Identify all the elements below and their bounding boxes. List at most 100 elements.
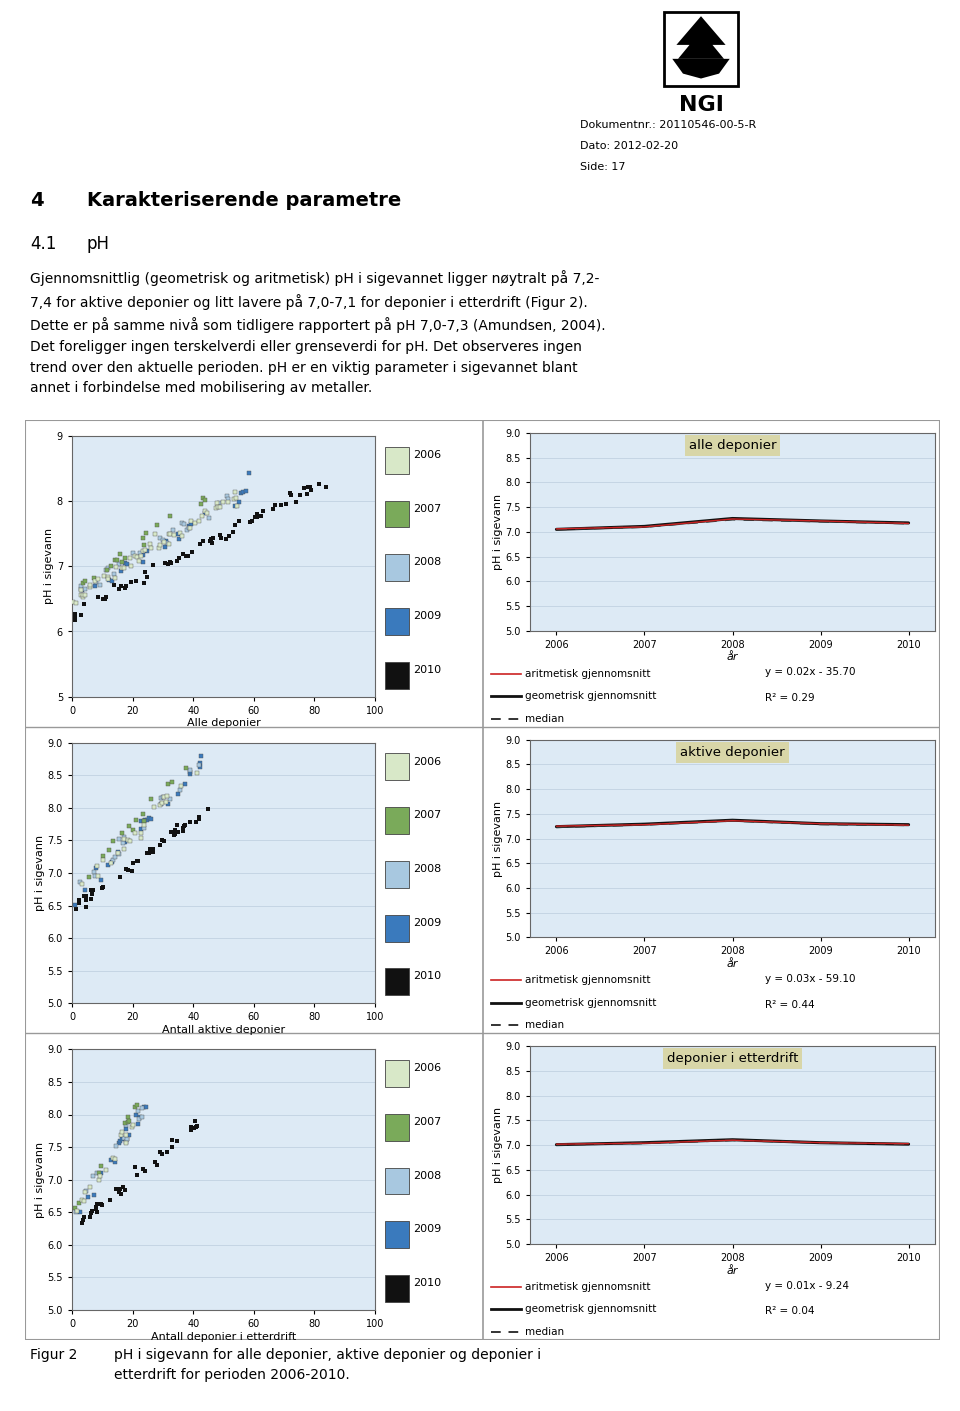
- Point: [118, 1125, 133, 1147]
- Point: [167, 823, 182, 845]
- Point: [119, 1127, 134, 1150]
- Point: [213, 497, 228, 519]
- Point: [82, 576, 97, 598]
- Point: [126, 1115, 141, 1137]
- Point: [117, 825, 132, 848]
- Point: [84, 879, 99, 902]
- Point: [108, 556, 124, 579]
- Point: [95, 876, 110, 899]
- Point: [118, 576, 133, 598]
- Point: [74, 1189, 89, 1212]
- Point: [131, 849, 146, 872]
- Y-axis label: pH i sigevann: pH i sigevann: [492, 800, 503, 876]
- Point: [94, 869, 109, 892]
- Point: [144, 838, 159, 861]
- Point: [168, 820, 183, 842]
- Point: [101, 556, 116, 579]
- Point: [319, 476, 334, 498]
- Point: [68, 897, 84, 920]
- Point: [84, 888, 99, 910]
- Text: 2009: 2009: [413, 611, 441, 621]
- Point: [112, 1130, 128, 1153]
- Point: [93, 1161, 108, 1184]
- Point: [203, 529, 218, 552]
- Point: [156, 830, 172, 852]
- Text: 2009: 2009: [413, 1225, 441, 1235]
- Point: [142, 840, 157, 862]
- Point: [166, 523, 181, 546]
- Point: [110, 841, 126, 864]
- Point: [125, 542, 140, 564]
- Y-axis label: pH i sigevann: pH i sigevann: [492, 1108, 503, 1184]
- Text: median: median: [525, 1326, 564, 1336]
- Point: [198, 499, 213, 522]
- Point: [198, 502, 213, 525]
- Point: [117, 577, 132, 600]
- Point: [132, 542, 148, 564]
- Point: [144, 789, 159, 811]
- Point: [244, 509, 259, 532]
- Point: [81, 865, 96, 888]
- Point: [113, 574, 129, 597]
- Point: [81, 1185, 96, 1208]
- Point: [162, 550, 178, 573]
- Point: [183, 1116, 199, 1139]
- Point: [156, 531, 172, 553]
- Text: 2010: 2010: [413, 1278, 441, 1288]
- Point: [78, 879, 93, 902]
- Point: [160, 553, 176, 576]
- Text: R² = 0.04: R² = 0.04: [765, 1307, 814, 1316]
- Point: [72, 1201, 87, 1223]
- Point: [137, 562, 153, 584]
- Point: [88, 856, 104, 879]
- Point: [157, 792, 173, 814]
- Point: [143, 533, 158, 556]
- Text: y = 0.01x - 9.24: y = 0.01x - 9.24: [765, 1281, 849, 1291]
- Text: y = 0.02x - 35.70: y = 0.02x - 35.70: [765, 667, 855, 677]
- Point: [178, 758, 193, 780]
- Point: [77, 579, 92, 601]
- Point: [158, 529, 174, 552]
- Point: [182, 761, 198, 783]
- Point: [74, 579, 89, 601]
- Point: [75, 571, 90, 594]
- Point: [192, 807, 207, 830]
- Point: [89, 1201, 105, 1223]
- Point: [184, 542, 200, 564]
- Point: [101, 566, 116, 588]
- Point: [98, 559, 113, 581]
- Point: [273, 494, 288, 516]
- Point: [90, 586, 106, 608]
- Point: [161, 522, 177, 545]
- Point: [159, 532, 175, 555]
- Point: [200, 797, 215, 820]
- Point: [114, 821, 130, 844]
- Point: [183, 1116, 199, 1139]
- Point: [89, 1163, 105, 1185]
- Text: pH i sigevann for alle deponier, aktive deponier og deponier i
etterdrift for pe: pH i sigevann for alle deponier, aktive …: [113, 1348, 540, 1381]
- Point: [255, 499, 271, 522]
- Point: [94, 876, 109, 899]
- Point: [138, 1096, 154, 1119]
- Point: [99, 586, 114, 608]
- Point: [90, 865, 106, 888]
- Point: [204, 532, 220, 555]
- Point: [121, 1110, 136, 1133]
- Point: [162, 523, 178, 546]
- Text: 2008: 2008: [413, 1171, 441, 1181]
- Point: [82, 1175, 97, 1198]
- Point: [74, 1212, 89, 1235]
- Text: geometrisk gjennomsnitt: geometrisk gjennomsnitt: [525, 1304, 657, 1315]
- Point: [172, 779, 187, 801]
- Text: 2006: 2006: [413, 450, 441, 460]
- Point: [133, 817, 149, 840]
- Point: [114, 550, 130, 573]
- Point: [145, 555, 160, 577]
- Point: [100, 854, 115, 876]
- Point: [118, 546, 133, 569]
- Point: [126, 818, 141, 841]
- Point: [231, 490, 247, 512]
- Point: [115, 557, 131, 580]
- Point: [110, 841, 126, 864]
- Point: [243, 511, 258, 533]
